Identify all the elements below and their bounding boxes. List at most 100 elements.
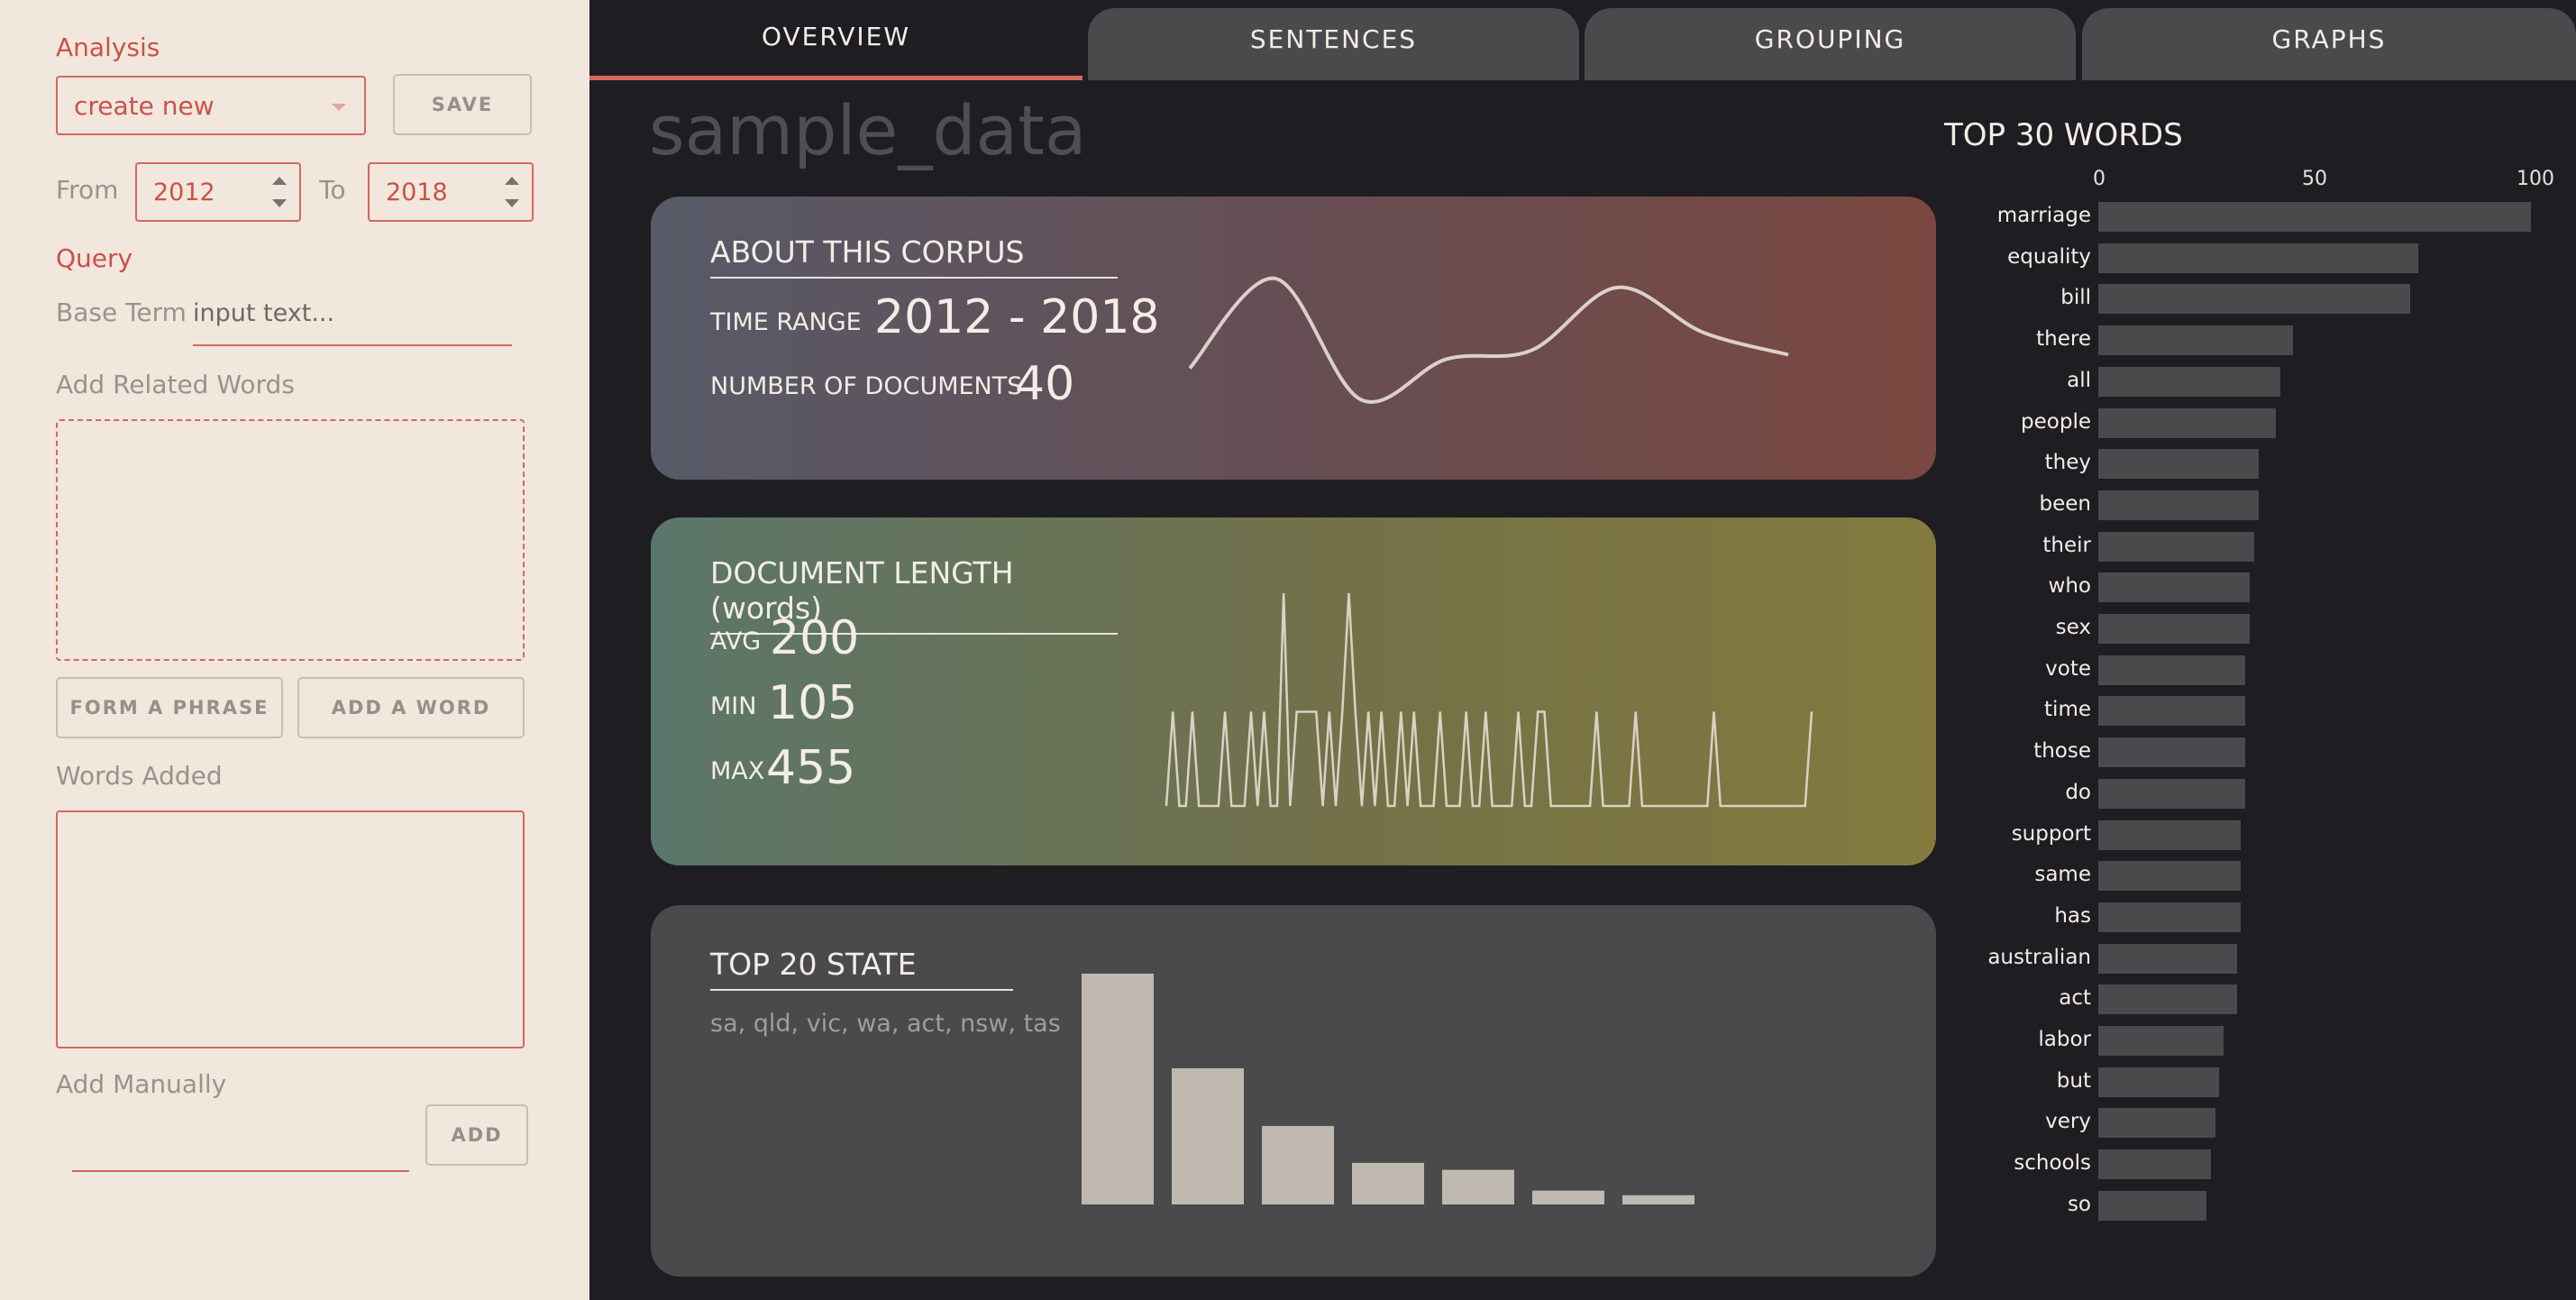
query-title: Query: [56, 243, 133, 273]
base-term-label: Base Term: [56, 298, 187, 327]
to-label: To: [319, 175, 346, 205]
axis-tick-100: 100: [2517, 168, 2554, 190]
word-bar-very: [2098, 1108, 2215, 1139]
word-label-people: people: [2021, 409, 2091, 434]
add-button[interactable]: ADD: [425, 1104, 528, 1166]
word-label-those: those: [2033, 739, 2091, 764]
analysis-title: Analysis: [56, 32, 160, 62]
tab-graphs[interactable]: GRAPHS: [2082, 8, 2576, 80]
about-corpus-title: ABOUT THIS CORPUS: [710, 234, 1118, 279]
add-word-button[interactable]: ADD A WORD: [297, 677, 525, 738]
about-corpus-card: ABOUT THIS CORPUS TIME RANGE 2012 - 2018…: [651, 197, 1936, 480]
spin-up-icon[interactable]: [272, 177, 287, 185]
form-phrase-button[interactable]: FORM A PHRASE: [56, 677, 283, 738]
word-label-so: so: [2067, 1192, 2091, 1216]
word-bar-there: [2098, 325, 2293, 356]
num-docs-label: NUMBER OF DOCUMENTS: [710, 372, 1023, 400]
word-bar-vote: [2098, 655, 2246, 685]
related-words-dropzone[interactable]: [56, 419, 525, 661]
state-bar-nsw: [1532, 1190, 1604, 1204]
word-label-marriage: marriage: [1996, 204, 2091, 227]
words-added-box[interactable]: [56, 810, 525, 1048]
state-bar-wa: [1352, 1162, 1424, 1204]
word-label-time: time: [2044, 698, 2091, 722]
word-label-all: all: [2067, 368, 2091, 392]
word-label-bill: bill: [2060, 286, 2091, 310]
tab-grouping[interactable]: GROUPING: [1585, 8, 2076, 80]
from-label: From: [56, 175, 119, 205]
from-year-input[interactable]: 2012: [135, 162, 301, 222]
chevron-down-icon: [332, 104, 346, 111]
axis-tick-0: 0: [2093, 168, 2106, 190]
tab-overview[interactable]: OVERVIEW: [589, 8, 1082, 80]
analysis-dropdown-value: create new: [74, 91, 215, 121]
top-words-title: TOP 30 WORDS: [1944, 117, 2183, 153]
word-label-been: been: [2039, 491, 2091, 516]
spin-down-icon[interactable]: [272, 199, 287, 207]
word-bar-all: [2098, 366, 2280, 397]
num-docs-value: 40: [1015, 357, 1075, 411]
doc-length-line: [1165, 592, 1813, 808]
word-label-equality: equality: [2007, 244, 2091, 269]
top-state-title: TOP 20 STATE: [710, 947, 1013, 991]
top-state-card: TOP 20 STATE sa, qld, vic, wa, act, nsw,…: [651, 905, 1936, 1277]
top-state-subtitle: sa, qld, vic, wa, act, nsw, tas: [710, 1010, 1061, 1038]
state-bar-act: [1442, 1169, 1514, 1204]
word-bar-who: [2098, 572, 2250, 603]
word-label-vote: vote: [2045, 656, 2091, 681]
from-year-value: 2012: [153, 179, 215, 206]
spin-up-icon[interactable]: [505, 177, 519, 185]
analysis-dropdown[interactable]: create new: [56, 76, 366, 135]
state-bar-vic: [1262, 1125, 1334, 1204]
word-bar-marriage: [2098, 202, 2531, 232]
word-label-has: has: [2054, 903, 2091, 928]
word-bar-bill: [2098, 284, 2410, 315]
doc-length-chart: [1165, 592, 1813, 808]
to-year-input[interactable]: 2018: [368, 162, 534, 222]
spin-down-icon[interactable]: [505, 199, 519, 207]
word-label-but: but: [2056, 1068, 2091, 1093]
top-state-chart: [1082, 974, 1694, 1204]
add-manually-input[interactable]: [72, 1118, 409, 1172]
words-added-label: Words Added: [56, 761, 223, 791]
word-label-do: do: [2065, 780, 2091, 804]
max-label: MAX: [710, 757, 765, 785]
corpus-trend-line: [1188, 276, 1789, 404]
word-bar-they: [2098, 449, 2259, 480]
word-bar-labor: [2098, 1026, 2224, 1056]
word-bar-same: [2098, 861, 2242, 892]
state-bar-qld: [1172, 1067, 1244, 1204]
tab-sentences[interactable]: SENTENCES: [1088, 8, 1579, 80]
word-bar-been: [2098, 490, 2259, 520]
word-bar-support: [2098, 819, 2242, 850]
word-label-sex: sex: [2055, 616, 2091, 639]
related-words-label: Add Related Words: [56, 370, 295, 399]
max-value: 455: [766, 741, 856, 795]
word-bar-time: [2098, 696, 2246, 727]
word-bar-so: [2098, 1190, 2206, 1221]
state-bar-sa: [1082, 974, 1154, 1204]
time-range-value: 2012 - 2018: [874, 290, 1160, 344]
word-label-their: their: [2042, 533, 2091, 557]
word-bar-schools: [2098, 1149, 2211, 1180]
word-label-who: who: [2048, 574, 2091, 599]
min-value: 105: [768, 676, 858, 730]
word-label-act: act: [2059, 986, 2091, 1011]
word-label-labor: labor: [2038, 1028, 2091, 1051]
axis-tick-50: 50: [2302, 168, 2327, 190]
add-manually-label: Add Manually: [56, 1069, 227, 1099]
word-label-schools: schools: [2014, 1151, 2091, 1176]
word-bar-people: [2098, 407, 2276, 438]
word-bar-australian: [2098, 943, 2237, 974]
word-bar-but: [2098, 1067, 2220, 1097]
word-bar-their: [2098, 531, 2254, 562]
time-range-label: TIME RANGE: [710, 308, 862, 336]
word-label-they: they: [2044, 451, 2091, 475]
base-term-input[interactable]: input text...: [193, 294, 512, 346]
word-label-australian: australian: [1987, 945, 2091, 969]
word-bar-those: [2098, 737, 2246, 768]
avg-label: AVG: [710, 627, 762, 655]
corpus-trend-chart: [1188, 276, 1789, 404]
save-button[interactable]: SAVE: [393, 74, 532, 135]
avg-value: 200: [770, 611, 860, 665]
